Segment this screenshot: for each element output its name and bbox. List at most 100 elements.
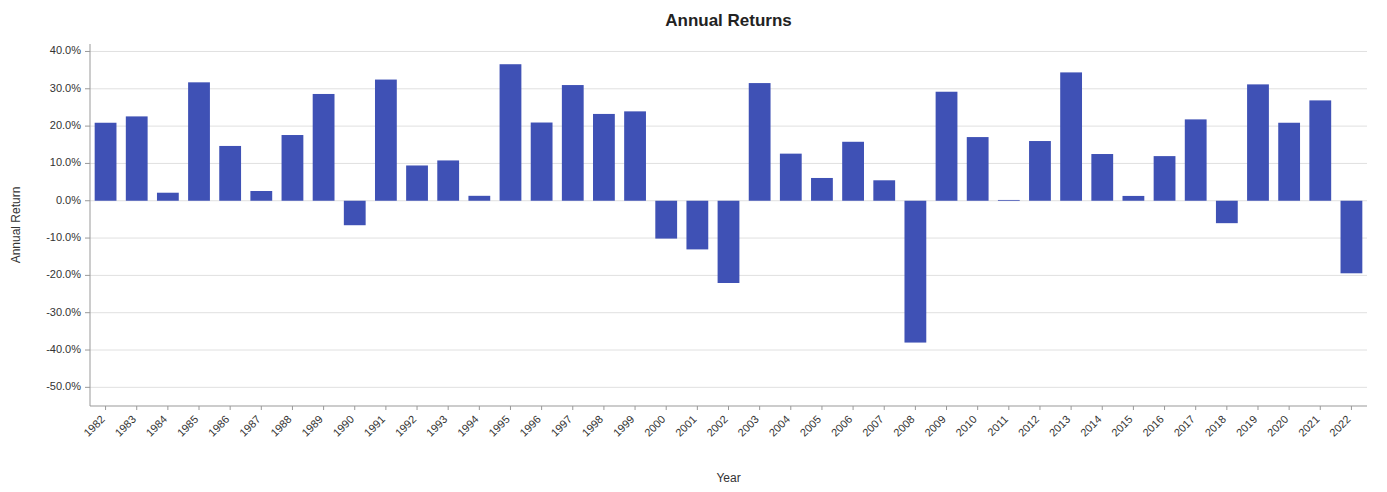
x-tick (884, 406, 885, 410)
grid-line (90, 88, 1367, 89)
bar (406, 165, 428, 200)
y-tick-label: -10.0% (46, 231, 81, 243)
x-tick-label: 2020 (1265, 413, 1291, 439)
bar (718, 201, 740, 283)
x-tick-label: 2017 (1171, 413, 1197, 439)
x-tick (821, 406, 822, 410)
x-tick (199, 406, 200, 410)
y-axis-label: Annual Return (9, 187, 23, 264)
x-tick-label: 1988 (268, 413, 294, 439)
bar (375, 80, 397, 201)
x-tick (323, 406, 324, 410)
x-tick-label: 2016 (1140, 413, 1166, 439)
bar (1216, 201, 1238, 223)
bar (531, 123, 553, 201)
x-tick (759, 406, 760, 410)
x-tick (946, 406, 947, 410)
bar (842, 142, 864, 201)
bar (873, 180, 895, 200)
y-tick-label: 30.0% (50, 82, 81, 94)
bar (344, 201, 366, 225)
x-tick (977, 406, 978, 410)
x-tick (1164, 406, 1165, 410)
grid-line (90, 51, 1367, 52)
x-tick (603, 406, 604, 410)
bar (188, 82, 210, 200)
x-tick (510, 406, 511, 410)
x-tick-label: 2019 (1234, 413, 1260, 439)
x-tick (167, 406, 168, 410)
x-tick (1102, 406, 1103, 410)
x-tick-label: 1982 (81, 413, 107, 439)
x-tick-label: 1992 (393, 413, 419, 439)
x-tick (697, 406, 698, 410)
bar (1091, 154, 1113, 201)
x-tick (354, 406, 355, 410)
x-tick-label: 2013 (1047, 413, 1073, 439)
x-tick (105, 406, 106, 410)
x-tick-label: 2005 (798, 413, 824, 439)
x-tick-label: 2022 (1327, 413, 1353, 439)
y-tick (85, 275, 90, 276)
bar (1309, 100, 1331, 200)
y-tick-label: -50.0% (46, 380, 81, 392)
x-tick-label: 1983 (112, 413, 138, 439)
x-tick-label: 2011 (985, 413, 1010, 438)
x-tick (292, 406, 293, 410)
y-tick (85, 238, 90, 239)
y-grid (90, 51, 1367, 387)
x-tick-label: 2009 (922, 413, 948, 439)
y-tick (85, 350, 90, 351)
x-tick (136, 406, 137, 410)
y-tick (85, 312, 90, 313)
x-tick-label: 2012 (1016, 413, 1042, 439)
y-tick-label: -20.0% (46, 268, 81, 280)
x-tick-label: 2008 (891, 413, 917, 439)
x-tick (666, 406, 667, 410)
x-tick (479, 406, 480, 410)
x-tick-label: 1990 (330, 413, 356, 439)
x-tick (385, 406, 386, 410)
bar (1185, 119, 1207, 200)
x-tick (417, 406, 418, 410)
bar (1341, 201, 1363, 274)
bar (313, 94, 335, 201)
bar (749, 83, 771, 201)
x-tick-label: 2000 (642, 413, 668, 439)
y-tick-label: 20.0% (50, 119, 81, 131)
x-tick-label: 2001 (673, 413, 699, 439)
bar (686, 201, 708, 250)
y-axis-line (90, 44, 91, 406)
x-tick-label: 2006 (829, 413, 855, 439)
bar (157, 193, 179, 201)
bar (998, 199, 1020, 201)
bar (250, 191, 272, 201)
x-tick (1289, 406, 1290, 410)
bar (1060, 72, 1082, 200)
y-tick-label: -40.0% (46, 343, 81, 355)
x-tick-label: 2021 (1296, 413, 1322, 439)
x-tick (1257, 406, 1258, 410)
x-tick (1039, 406, 1040, 410)
bar (95, 123, 117, 201)
y-tick (85, 387, 90, 388)
bar (936, 92, 958, 201)
x-tick-label: 1989 (299, 413, 325, 439)
x-tick-label: 1996 (517, 413, 543, 439)
x-tick (1071, 406, 1072, 410)
y-tick-label: 10.0% (50, 156, 81, 168)
bar (500, 64, 522, 201)
y-tick (85, 126, 90, 127)
bar (437, 160, 459, 200)
x-tick-label: 1985 (175, 413, 201, 439)
y-tick-label: -30.0% (46, 306, 81, 318)
x-tick-label: 1994 (455, 413, 481, 439)
bar (811, 178, 833, 201)
x-tick-label: 2007 (860, 413, 886, 439)
x-tick (915, 406, 916, 410)
y-tick (85, 200, 90, 201)
x-tick (1320, 406, 1321, 410)
x-tick (230, 406, 231, 410)
x-tick (853, 406, 854, 410)
x-tick (790, 406, 791, 410)
